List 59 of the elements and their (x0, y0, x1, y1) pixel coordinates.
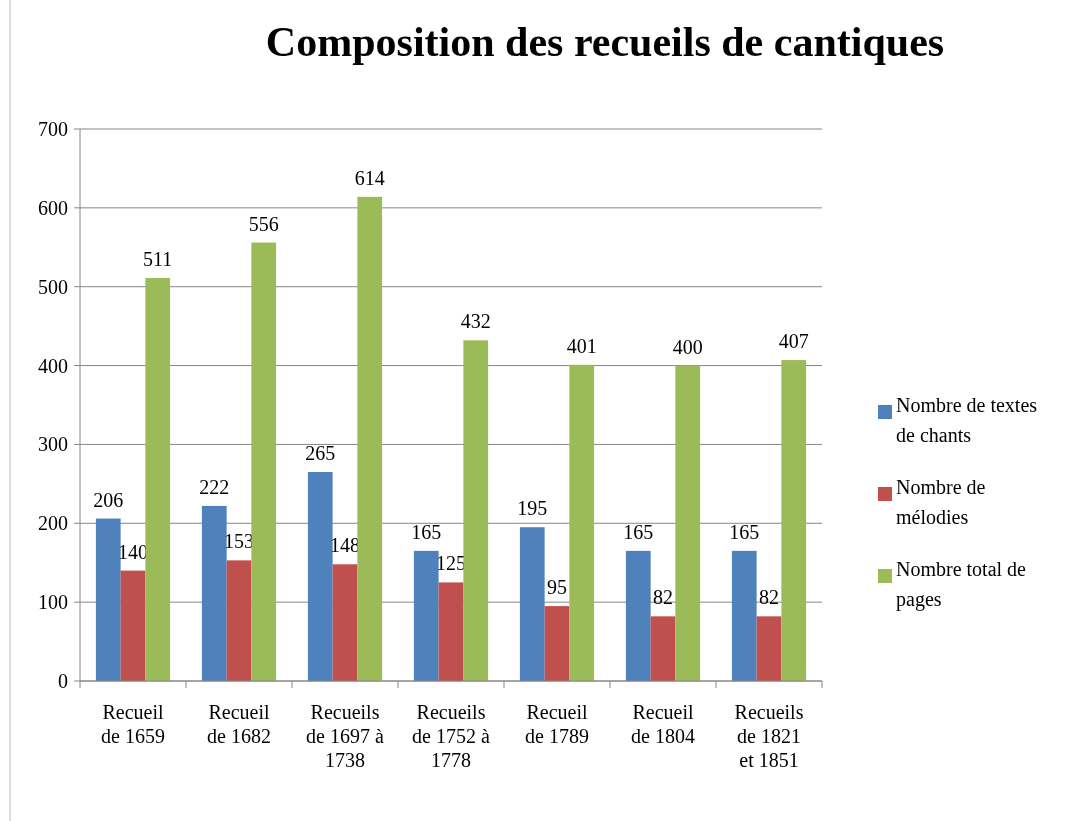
y-tick-label: 300 (38, 433, 68, 456)
bar (675, 365, 701, 681)
data-label: 206 (93, 488, 124, 511)
x-tick-label: Recueils de 1821 et 1851 (734, 701, 804, 771)
data-label: 82 (653, 586, 673, 609)
x-tick-label: Recueil de 1789 (525, 701, 589, 747)
x-tick-label: Recueil de 1659 (101, 701, 165, 747)
bar (519, 527, 545, 681)
bar (569, 364, 595, 681)
data-label: 400 (672, 335, 703, 358)
bar (413, 550, 439, 681)
x-tick-label: Recueils de 1752 à 1778 (412, 701, 490, 771)
bar (332, 564, 358, 681)
legend-label: Nombre de textes de chants (896, 394, 1038, 446)
bar (226, 560, 252, 681)
data-label: 432 (460, 310, 491, 333)
bar (201, 505, 227, 681)
data-label: 165 (411, 520, 442, 543)
bar (95, 518, 121, 681)
data-label: 195 (517, 497, 548, 520)
data-label: 82 (759, 586, 779, 609)
data-label: 222 (199, 475, 230, 498)
data-label: 95 (547, 576, 567, 599)
bar (650, 616, 676, 681)
data-label: 125 (436, 552, 466, 575)
data-label: 265 (305, 442, 336, 465)
y-tick-label: 500 (38, 275, 68, 298)
bar (756, 616, 782, 681)
bar (251, 242, 277, 681)
bar (731, 550, 757, 681)
bar (307, 472, 333, 681)
y-tick-label: 0 (58, 670, 68, 692)
y-tick-label: 200 (38, 512, 68, 535)
legend-label: Nombre de mélodies (896, 476, 986, 528)
bar (544, 606, 570, 681)
data-label: 401 (566, 334, 597, 357)
data-label: 407 (778, 330, 809, 353)
data-label: 511 (143, 248, 173, 271)
data-label: 614 (354, 166, 385, 189)
x-tick-label: Recueil de 1682 (207, 701, 271, 747)
y-tick-label: 400 (38, 354, 68, 377)
bar (463, 340, 489, 681)
data-label: 153 (224, 530, 254, 553)
bar (781, 360, 807, 681)
bar (625, 550, 651, 681)
chart-title: Composition des recueils de cantiques (265, 19, 945, 65)
y-tick-label: 600 (38, 196, 68, 219)
data-label: 556 (248, 212, 279, 235)
data-label: 165 (623, 520, 654, 543)
y-tick-label: 100 (38, 591, 68, 614)
bar (145, 278, 171, 681)
y-tick-label: 700 (38, 118, 68, 140)
legend-label: Nombre total de pages (896, 558, 1027, 611)
x-tick-label: Recueils de 1697 à 1738 (306, 701, 384, 771)
data-label: 165 (729, 520, 760, 543)
bar (438, 582, 464, 681)
bar (357, 196, 383, 681)
bar (120, 570, 146, 681)
x-tick-label: Recueil de 1804 (631, 701, 695, 747)
